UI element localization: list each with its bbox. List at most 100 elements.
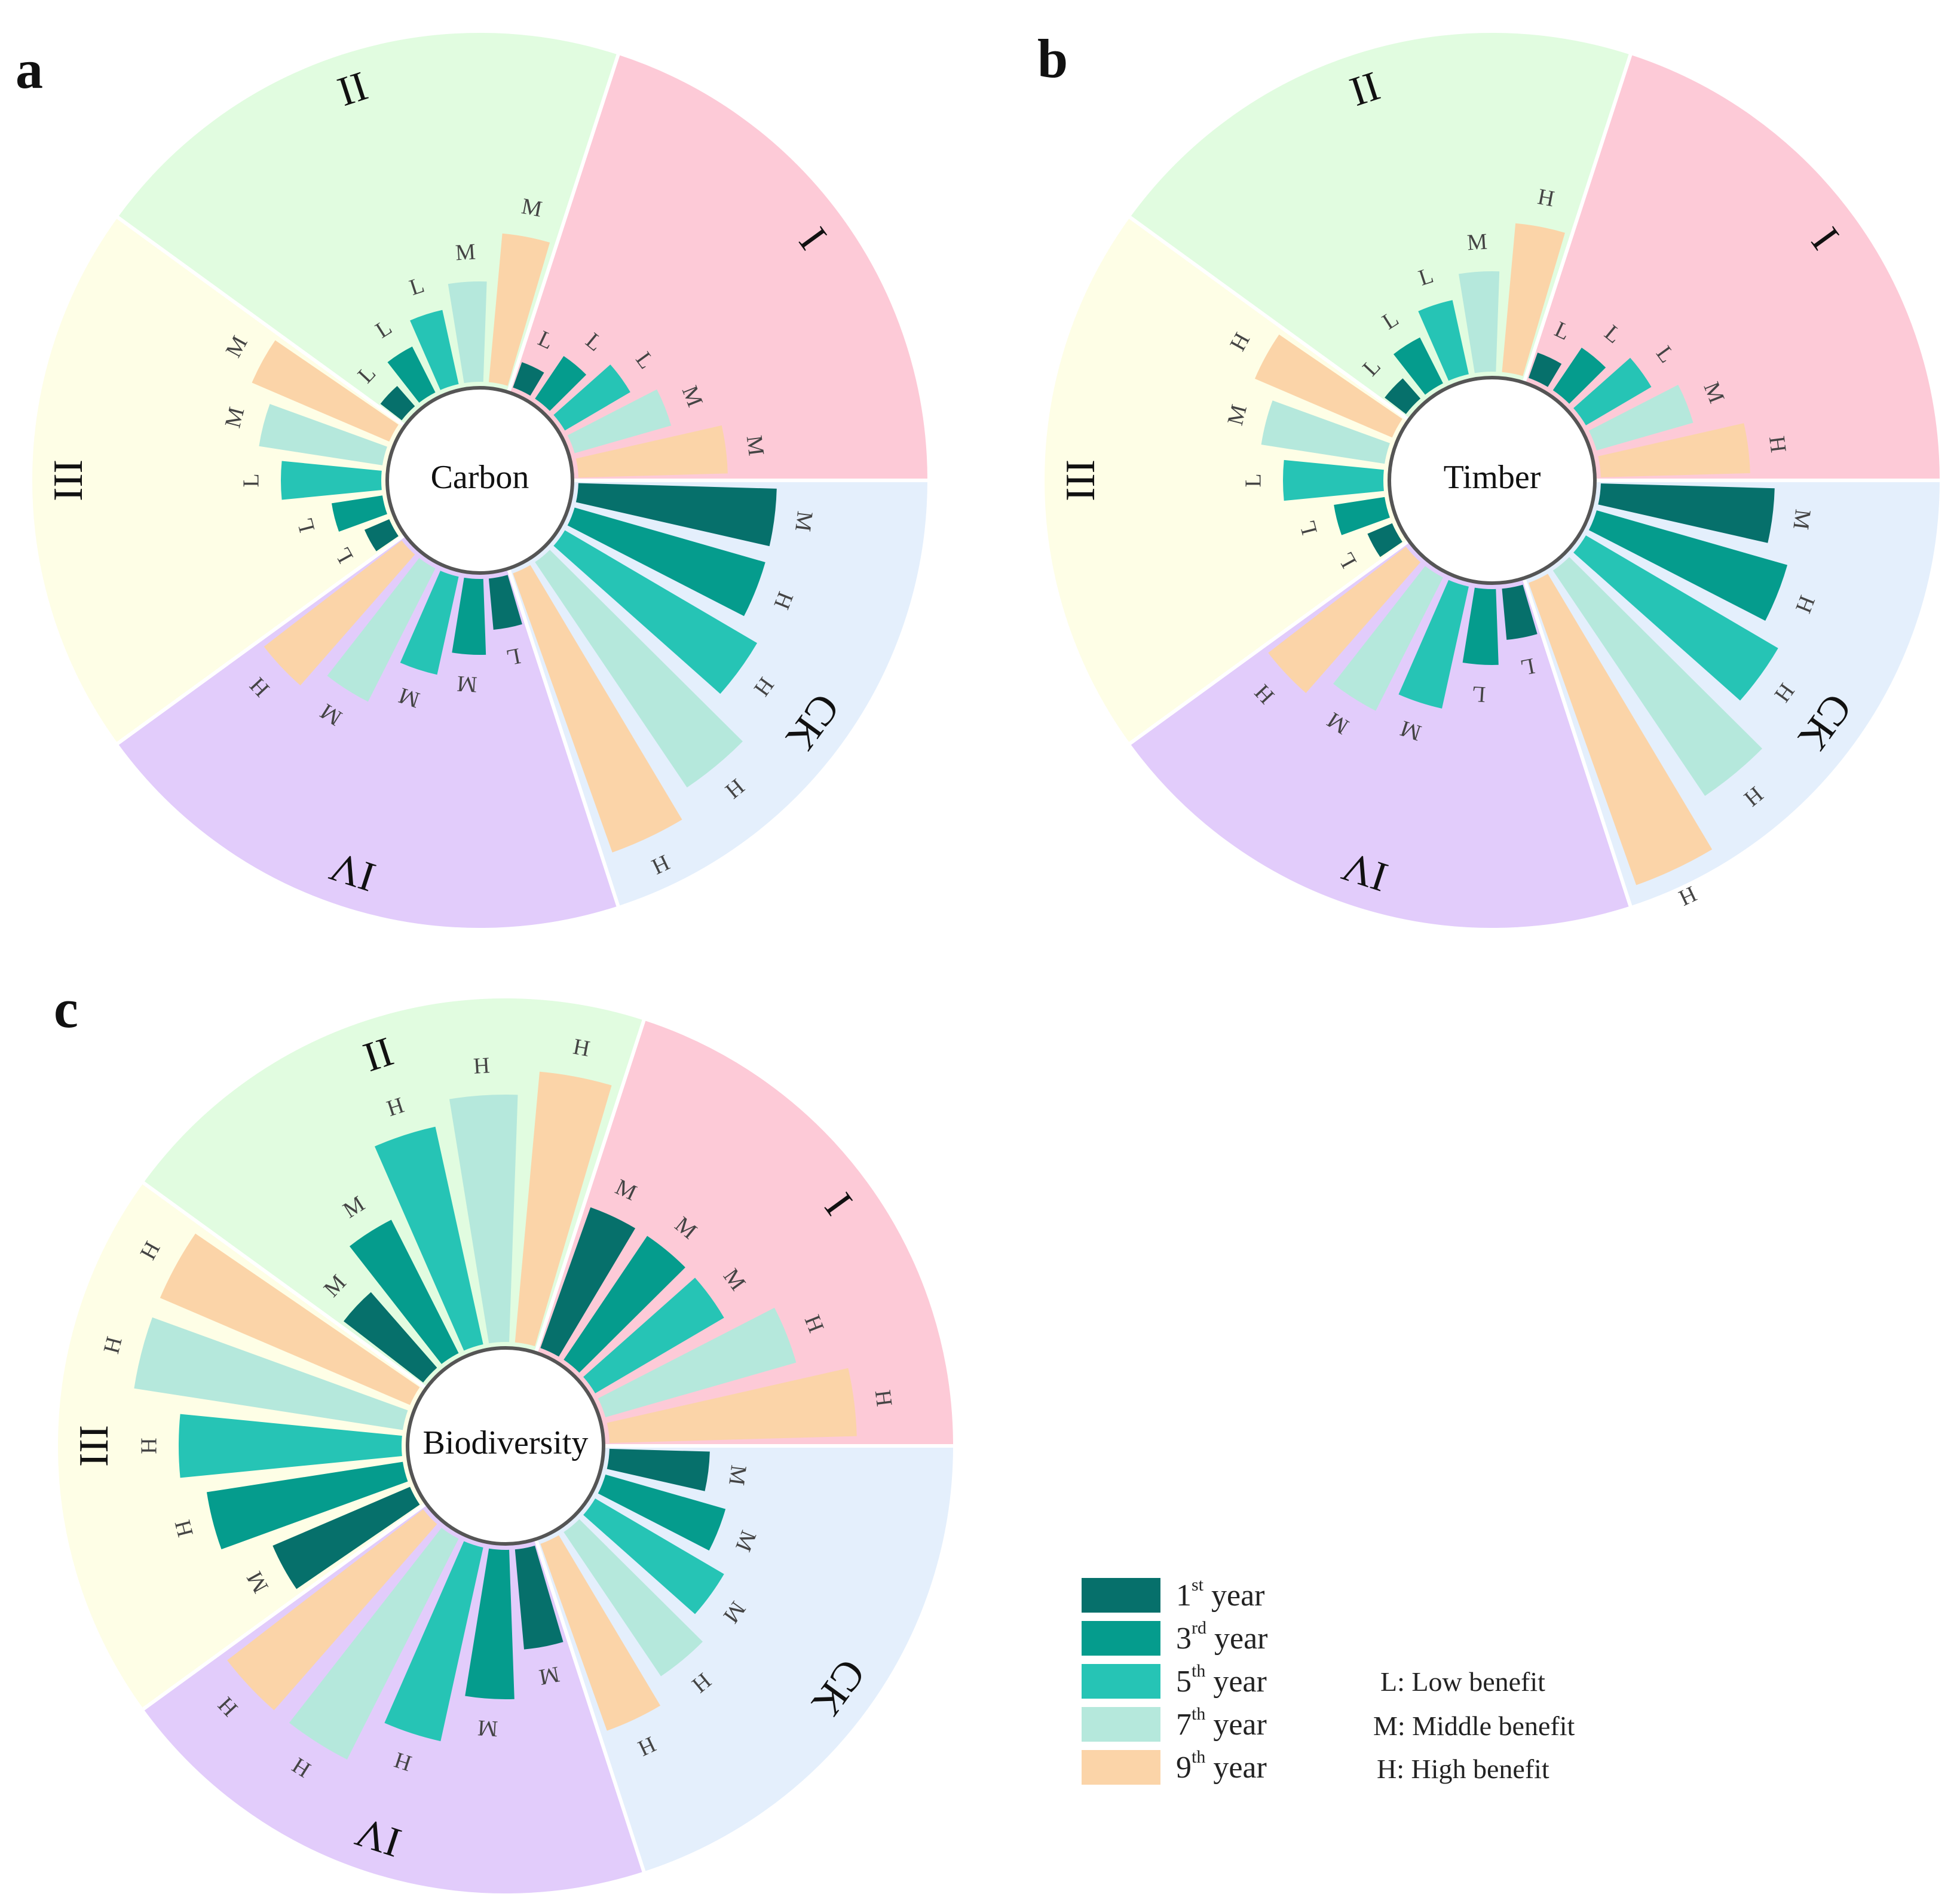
bar-iv-year-9 <box>264 540 415 686</box>
benefit-label: M <box>790 510 817 533</box>
benefit-label: H <box>473 1053 491 1079</box>
bar-iii-year-7 <box>1261 400 1390 464</box>
bar-iii-year-3 <box>206 1461 408 1550</box>
legend-label: 9th year <box>1176 1747 1267 1785</box>
bar-ck-year-7 <box>1552 557 1762 796</box>
bar-iii-year-9 <box>160 1233 420 1405</box>
bar-ck-year-9 <box>513 565 682 853</box>
bar-iv-year-7 <box>1333 566 1443 711</box>
center-circle <box>385 386 574 575</box>
bar-ii-year-5 <box>410 309 459 390</box>
bar-ii-year-9 <box>488 233 550 386</box>
bar-ck-year-1 <box>1598 483 1775 543</box>
chart-timber: L LLMHILLLMHIILLLMHIIILLMMHIVMHHHHCKTimbe… <box>1041 29 1944 931</box>
bar-ck-year-9 <box>1529 574 1713 885</box>
benefit-label: M <box>1788 508 1815 531</box>
bar-ck-year-5 <box>1573 535 1778 701</box>
legend-label: 3rd year <box>1176 1618 1268 1656</box>
bar-ii-year-9 <box>514 1071 612 1347</box>
bar-i-year-9 <box>607 1368 857 1444</box>
bar-iii-year-5 <box>179 1414 402 1478</box>
legend-label: 5th year <box>1176 1661 1267 1699</box>
benefit-key-high: H: High benefit <box>1377 1754 1549 1784</box>
bar-ck-year-9 <box>540 1535 661 1731</box>
sector-ck <box>1489 479 1944 910</box>
bar-ii-year-5 <box>375 1126 483 1351</box>
bar-ck-year-7 <box>535 550 743 788</box>
benefit-label: M <box>537 1662 562 1690</box>
legend-item-year-1: 1st year <box>1082 1575 1265 1613</box>
bar-i-year-1 <box>513 362 544 396</box>
bar-iv-year-7 <box>289 1528 459 1760</box>
bar-i-year-5 <box>553 364 630 431</box>
bar-iv-year-1 <box>1502 584 1538 640</box>
legend-label: 7th year <box>1176 1704 1267 1742</box>
benefit-label: L <box>239 473 264 487</box>
bar-i-year-9 <box>575 425 728 478</box>
bar-ck-year-7 <box>564 1519 703 1677</box>
center-label: Biodiversity <box>423 1424 589 1461</box>
bar-i-year-7 <box>1588 385 1693 451</box>
bar-iii-year-1 <box>364 519 399 551</box>
bar-iv-year-5 <box>384 1541 483 1742</box>
legend-swatch <box>1082 1707 1160 1742</box>
bar-i-year-7 <box>567 389 672 453</box>
legend-swatch <box>1082 1664 1160 1699</box>
sector-ck <box>477 479 932 910</box>
bar-ii-year-7 <box>448 281 487 384</box>
bar-ck-year-3 <box>1588 510 1788 621</box>
bar-ii-year-3 <box>349 1219 459 1364</box>
bar-ck-year-5 <box>583 1498 724 1614</box>
benefit-label: M <box>1466 229 1488 255</box>
center-circle <box>406 1346 605 1546</box>
bar-ii-year-1 <box>380 385 415 421</box>
benefit-label: H <box>1764 434 1791 454</box>
legend-item-year-5: 5th year <box>1082 1661 1267 1699</box>
benefit-label: H <box>870 1389 897 1408</box>
benefit-key-middle: M: Middle benefit <box>1373 1711 1575 1741</box>
center-circle <box>1388 376 1597 585</box>
bar-ii-year-3 <box>387 346 436 403</box>
center-label: Timber <box>1444 459 1541 496</box>
center-label: Carbon <box>431 459 529 496</box>
bar-iv-year-3 <box>452 577 486 655</box>
bar-ck-year-3 <box>598 1474 726 1551</box>
benefit-label: M <box>456 671 477 697</box>
legend-swatch <box>1082 1621 1160 1656</box>
benefit-key-low: L: Low benefit <box>1380 1666 1545 1697</box>
bar-i-year-1 <box>1529 353 1562 387</box>
bar-iv-year-7 <box>327 558 436 702</box>
bar-ii-year-1 <box>344 1292 437 1383</box>
panel-label-a: a <box>16 39 43 100</box>
legend-label: 1st year <box>1176 1575 1265 1613</box>
bar-i-year-3 <box>1552 347 1606 404</box>
bar-ii-year-5 <box>1418 300 1469 381</box>
chart-biodiversity: MMMHHIMMHHHIIMHHHHIIIMMHHHIVMMMHHCKBiodi… <box>54 995 957 1897</box>
bar-i-year-1 <box>540 1207 636 1357</box>
panel-label-c: c <box>54 978 78 1039</box>
group-label-iii: III <box>45 459 91 501</box>
bar-iv-year-1 <box>488 575 522 630</box>
legend: 1st year 3rd year 5th year 7th year 9th … <box>1082 1575 1679 1804</box>
bar-ck-year-3 <box>567 507 765 617</box>
bar-iii-year-3 <box>331 495 387 532</box>
chart-carbon: L LLMMILLLMMIILLLMMIIILMMMHIVMHHHHCKCarbo… <box>29 29 932 931</box>
bar-iv-year-5 <box>400 571 459 675</box>
bar-i-year-7 <box>598 1307 797 1418</box>
bar-iv-year-1 <box>514 1545 564 1650</box>
bar-ii-year-7 <box>1459 271 1500 373</box>
bar-iii-year-7 <box>134 1317 408 1430</box>
benefit-label: M <box>519 194 544 222</box>
bar-i-year-5 <box>583 1277 724 1393</box>
bar-iv-year-3 <box>465 1548 514 1699</box>
bar-ck-year-5 <box>553 530 758 694</box>
legend-swatch <box>1082 1578 1160 1613</box>
legend-item-year-9: 9th year <box>1082 1747 1267 1785</box>
group-label-iii: III <box>1058 459 1104 501</box>
group-label-iii: III <box>71 1425 117 1467</box>
benefit-label: M <box>477 1715 498 1741</box>
bar-iv-year-9 <box>1268 547 1421 693</box>
benefit-label: L <box>1471 681 1487 707</box>
legend-item-year-7: 7th year <box>1082 1704 1267 1742</box>
